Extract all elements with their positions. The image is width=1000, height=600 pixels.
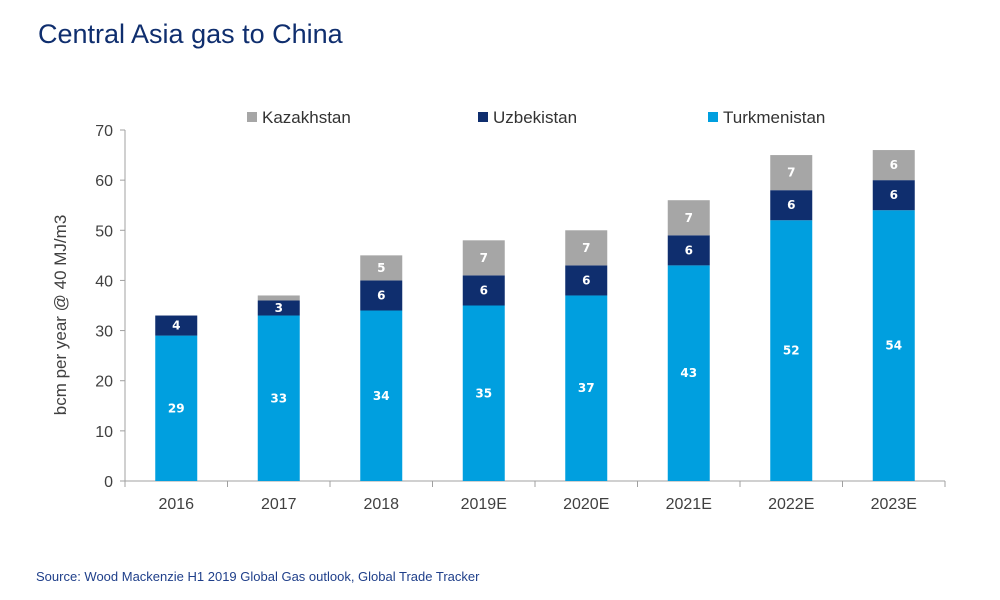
data-label: 6 bbox=[480, 283, 488, 297]
y-tick-label: 50 bbox=[95, 223, 113, 240]
bar-turkmenistan-2023e bbox=[872, 210, 915, 481]
y-tick-label: 0 bbox=[104, 474, 113, 491]
data-label: 4 bbox=[172, 319, 180, 333]
bar-kazakhstan-2023e bbox=[872, 150, 915, 181]
y-tick-label: 10 bbox=[95, 424, 113, 441]
bar-turkmenistan-2016 bbox=[155, 335, 198, 481]
bar-turkmenistan-2019e bbox=[462, 305, 505, 481]
data-label: 54 bbox=[885, 339, 902, 353]
x-axis: 2016 2017 2018 2019E 2020E 2021E 2022E 2023E bbox=[124, 480, 946, 513]
bar-kazakhstan-2017 bbox=[257, 295, 300, 301]
bar-kazakhstan-2020e bbox=[565, 230, 608, 266]
data-label: 5 bbox=[377, 261, 385, 275]
chart-title: Central Asia gas to China bbox=[38, 19, 343, 49]
data-label: 6 bbox=[685, 243, 693, 257]
y-tick-label: 20 bbox=[95, 374, 113, 391]
source-note: Source: Wood Mackenzie H1 2019 Global Ga… bbox=[36, 569, 480, 584]
y-tick-label: 60 bbox=[95, 173, 113, 190]
bar-uzbekistan-2022e bbox=[770, 190, 813, 221]
x-tick-label: 2022E bbox=[768, 496, 814, 513]
bar-uzbekistan-2020e bbox=[565, 265, 608, 296]
y-axis: 0 10 20 30 40 50 60 70 bbox=[95, 123, 126, 491]
data-label: 29 bbox=[168, 401, 185, 415]
legend: Kazakhstan Uzbekistan Turkmenistan bbox=[247, 108, 825, 127]
bar-turkmenistan-2022e bbox=[770, 220, 813, 481]
bar-kazakhstan-2018 bbox=[360, 255, 403, 281]
data-label: 7 bbox=[480, 251, 488, 265]
y-axis-title: bcm per year @ 40 MJ/m3 bbox=[51, 215, 70, 416]
data-label: 7 bbox=[685, 211, 693, 225]
data-label: 34 bbox=[373, 389, 390, 403]
x-tick-label: 2019E bbox=[461, 496, 507, 513]
legend-swatch-kazakhstan bbox=[247, 112, 257, 122]
data-label: 3 bbox=[275, 301, 283, 315]
bar-kazakhstan-2022e bbox=[770, 155, 813, 191]
bar-uzbekistan-2019e bbox=[462, 275, 505, 306]
data-label: 6 bbox=[582, 273, 590, 287]
bar-kazakhstan-2021e bbox=[667, 200, 710, 236]
data-label: 35 bbox=[475, 386, 492, 400]
legend-label-turkmenistan: Turkmenistan bbox=[723, 108, 825, 127]
data-label: 33 bbox=[270, 391, 287, 405]
x-tick-label: 2018 bbox=[363, 496, 399, 513]
bar-uzbekistan-2018 bbox=[360, 280, 403, 311]
bar-turkmenistan-2021e bbox=[667, 265, 710, 481]
data-label: 7 bbox=[787, 166, 795, 180]
bar-uzbekistan-2021e bbox=[667, 235, 710, 266]
x-tick-label: 2021E bbox=[666, 496, 712, 513]
legend-swatch-uzbekistan bbox=[478, 112, 488, 122]
bar-turkmenistan-2017 bbox=[257, 315, 300, 481]
y-tick-label: 40 bbox=[95, 273, 113, 290]
legend-label-kazakhstan: Kazakhstan bbox=[262, 108, 351, 127]
legend-label-uzbekistan: Uzbekistan bbox=[493, 108, 577, 127]
legend-swatch-turkmenistan bbox=[708, 112, 718, 122]
x-tick-label: 2020E bbox=[563, 496, 609, 513]
data-label: 6 bbox=[787, 198, 795, 212]
data-label: 6 bbox=[890, 188, 898, 202]
bar-turkmenistan-2020e bbox=[565, 295, 608, 481]
x-tick-label: 2016 bbox=[158, 496, 194, 513]
data-label: 37 bbox=[578, 381, 595, 395]
data-label: 6 bbox=[890, 158, 898, 172]
y-tick-label: 70 bbox=[95, 123, 113, 140]
x-tick-label: 2023E bbox=[871, 496, 917, 513]
bar-uzbekistan-2016 bbox=[155, 315, 198, 336]
bar-turkmenistan-2018 bbox=[360, 310, 403, 481]
x-tick-label: 2017 bbox=[261, 496, 297, 513]
y-tick-label: 30 bbox=[95, 324, 113, 341]
data-label: 52 bbox=[783, 344, 800, 358]
bar-kazakhstan-2019e bbox=[462, 240, 505, 276]
data-label: 43 bbox=[680, 366, 697, 380]
bar-uzbekistan-2023e bbox=[872, 180, 915, 211]
data-label: 7 bbox=[582, 241, 590, 255]
bar-uzbekistan-2017 bbox=[257, 300, 300, 316]
data-label: 6 bbox=[377, 288, 385, 302]
